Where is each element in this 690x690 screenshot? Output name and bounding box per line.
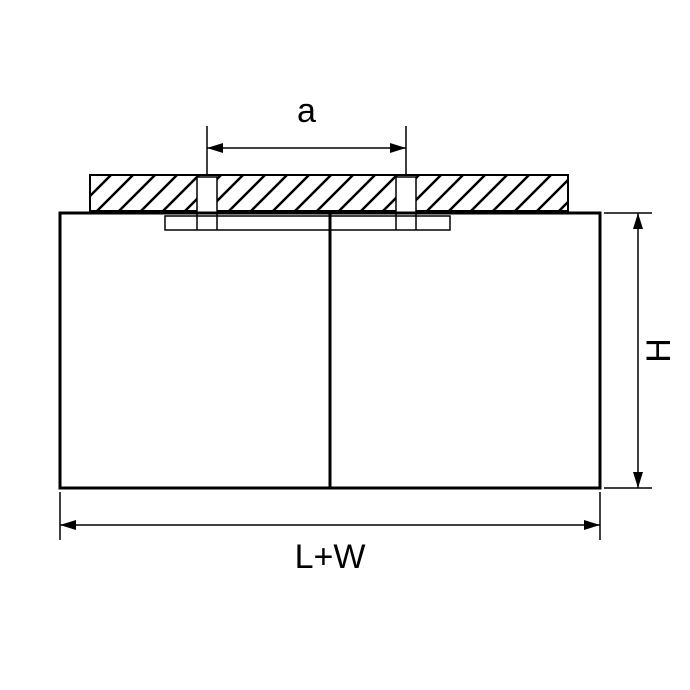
inner-bracket xyxy=(165,216,450,230)
dimension-lw: L+W xyxy=(60,492,600,576)
dimension-h: H xyxy=(604,213,678,488)
technical-drawing: a L+W H xyxy=(0,0,690,690)
mounting-plate xyxy=(90,175,568,216)
dimension-lw-label: L+W xyxy=(295,538,366,576)
dimension-h-label: H xyxy=(640,338,678,363)
dimension-a: a xyxy=(207,92,406,175)
dimension-a-label: a xyxy=(297,92,316,130)
